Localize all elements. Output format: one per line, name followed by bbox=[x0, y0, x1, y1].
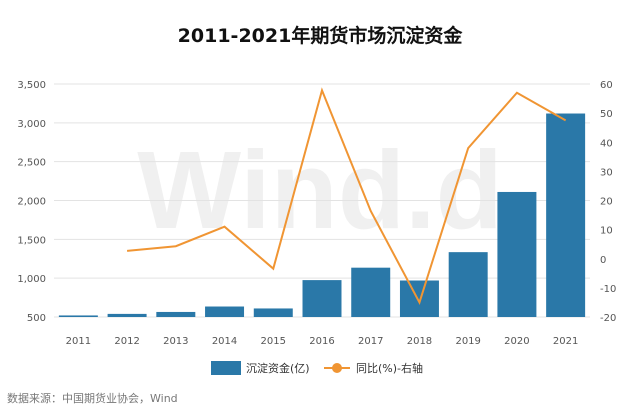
right-tick-label: 50 bbox=[600, 109, 613, 120]
x-tick-label: 2012 bbox=[114, 336, 139, 347]
left-tick-label: 1,500 bbox=[17, 235, 46, 246]
x-axis-ticks: 2011 2012 2013 2014 2015 2016 2017 2018 2019 2020… bbox=[66, 336, 579, 347]
bar-2016 bbox=[302, 280, 342, 317]
x-tick-label: 2021 bbox=[553, 336, 578, 347]
x-tick-label: 2019 bbox=[455, 336, 480, 347]
bar-2015 bbox=[253, 308, 293, 317]
right-axis-ticks: -20 -10 0 10 20 30 40 50 60 bbox=[600, 80, 616, 324]
bar-2018 bbox=[399, 280, 439, 317]
right-tick-label: 0 bbox=[600, 255, 606, 266]
bar-2011 bbox=[58, 315, 98, 317]
chart-title: 2011-2021年期货市场沉淀资金 bbox=[178, 24, 464, 47]
gridlines bbox=[54, 83, 590, 318]
legend-line-label: 同比(%)-右轴 bbox=[356, 361, 423, 375]
x-tick-label: 2011 bbox=[66, 336, 91, 347]
legend-bar-swatch bbox=[211, 361, 241, 375]
x-tick-label: 2013 bbox=[163, 336, 188, 347]
x-tick-label: 2016 bbox=[309, 336, 334, 347]
bar-2020 bbox=[497, 191, 537, 317]
left-tick-label: 2,000 bbox=[17, 197, 46, 208]
bar-2017 bbox=[351, 267, 391, 317]
bar-2013 bbox=[156, 311, 196, 317]
right-tick-label: 30 bbox=[600, 167, 613, 178]
right-tick-label: -10 bbox=[600, 284, 616, 295]
left-tick-label: 3,000 bbox=[17, 119, 46, 130]
yoy-line bbox=[126, 87, 567, 306]
legend: 沉淀资金(亿) 同比(%)-右轴 bbox=[211, 361, 423, 375]
right-tick-label: 40 bbox=[600, 138, 613, 149]
x-tick-label: 2018 bbox=[407, 336, 432, 347]
legend-bar-label: 沉淀资金(亿) bbox=[246, 361, 310, 375]
bar-2019 bbox=[448, 252, 488, 317]
x-tick-label: 2020 bbox=[504, 336, 529, 347]
right-tick-label: 60 bbox=[600, 80, 613, 91]
bar-2021 bbox=[546, 113, 586, 317]
bar-2014 bbox=[205, 306, 245, 317]
x-tick-label: 2017 bbox=[358, 336, 383, 347]
watermark-text: Wind.d bbox=[137, 129, 503, 252]
right-tick-label: -20 bbox=[600, 313, 616, 324]
left-tick-label: 1,000 bbox=[17, 274, 46, 285]
right-tick-label: 10 bbox=[600, 226, 613, 237]
left-tick-label: 3,500 bbox=[17, 80, 46, 91]
right-tick-label: 20 bbox=[600, 197, 613, 208]
bar-series bbox=[58, 113, 586, 317]
left-axis-ticks: 500 1,000 1,500 2,000 2,500 3,000 3,500 bbox=[17, 80, 46, 324]
x-tick-label: 2015 bbox=[261, 336, 286, 347]
left-tick-label: 500 bbox=[27, 313, 46, 324]
line-series bbox=[126, 87, 567, 306]
legend-line-marker bbox=[332, 363, 342, 373]
x-tick-label: 2014 bbox=[212, 336, 237, 347]
left-tick-label: 2,500 bbox=[17, 158, 46, 169]
source-note: 数据来源：中国期货业协会，Wind bbox=[7, 391, 178, 405]
bar-2012 bbox=[107, 313, 147, 317]
